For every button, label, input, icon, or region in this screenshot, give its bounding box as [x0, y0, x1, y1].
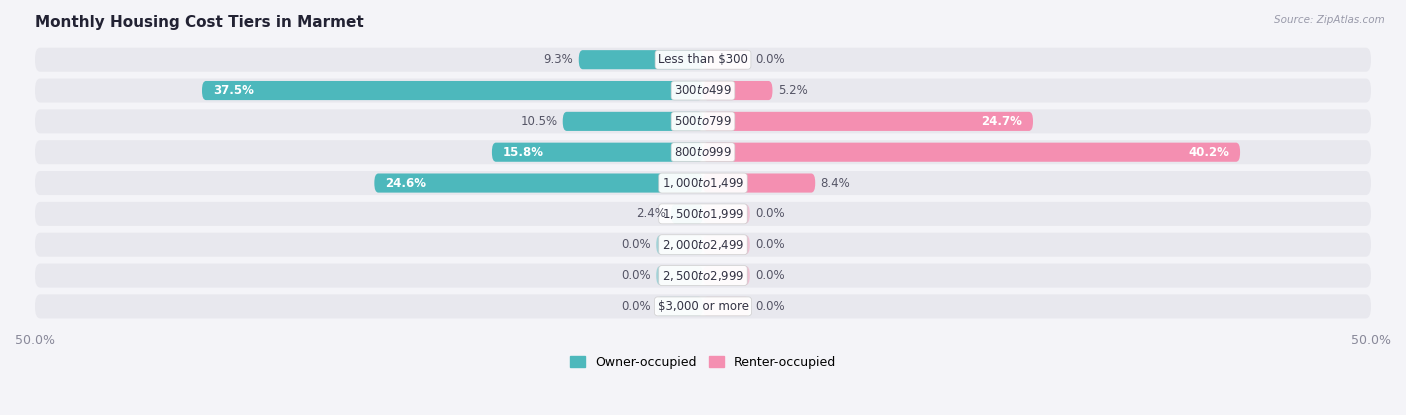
Text: $2,500 to $2,999: $2,500 to $2,999: [662, 269, 744, 283]
Text: $500 to $799: $500 to $799: [673, 115, 733, 128]
Text: 24.7%: 24.7%: [981, 115, 1022, 128]
Text: 0.0%: 0.0%: [755, 300, 785, 313]
Text: 0.0%: 0.0%: [755, 269, 785, 282]
FancyBboxPatch shape: [703, 112, 1033, 131]
Text: 10.5%: 10.5%: [520, 115, 557, 128]
FancyBboxPatch shape: [703, 235, 749, 254]
Text: 0.0%: 0.0%: [755, 53, 785, 66]
Text: $300 to $499: $300 to $499: [673, 84, 733, 97]
FancyBboxPatch shape: [657, 297, 703, 316]
Text: $1,500 to $1,999: $1,500 to $1,999: [662, 207, 744, 221]
FancyBboxPatch shape: [703, 297, 749, 316]
Text: 15.8%: 15.8%: [502, 146, 544, 159]
Text: $1,000 to $1,499: $1,000 to $1,499: [662, 176, 744, 190]
FancyBboxPatch shape: [35, 171, 1371, 195]
Text: 0.0%: 0.0%: [621, 300, 651, 313]
Text: Less than $300: Less than $300: [658, 53, 748, 66]
FancyBboxPatch shape: [703, 204, 749, 223]
FancyBboxPatch shape: [562, 112, 703, 131]
Text: Monthly Housing Cost Tiers in Marmet: Monthly Housing Cost Tiers in Marmet: [35, 15, 364, 30]
Text: 2.4%: 2.4%: [636, 208, 665, 220]
Text: 24.6%: 24.6%: [385, 176, 426, 190]
Text: 0.0%: 0.0%: [755, 208, 785, 220]
Text: 40.2%: 40.2%: [1188, 146, 1229, 159]
FancyBboxPatch shape: [35, 264, 1371, 288]
FancyBboxPatch shape: [671, 204, 703, 223]
FancyBboxPatch shape: [703, 81, 772, 100]
Text: 37.5%: 37.5%: [212, 84, 253, 97]
Text: 0.0%: 0.0%: [621, 238, 651, 251]
FancyBboxPatch shape: [202, 81, 703, 100]
Text: 8.4%: 8.4%: [821, 176, 851, 190]
FancyBboxPatch shape: [703, 143, 1240, 162]
FancyBboxPatch shape: [35, 78, 1371, 103]
Text: 5.2%: 5.2%: [778, 84, 807, 97]
Legend: Owner-occupied, Renter-occupied: Owner-occupied, Renter-occupied: [565, 351, 841, 374]
FancyBboxPatch shape: [657, 266, 703, 285]
FancyBboxPatch shape: [703, 50, 749, 69]
FancyBboxPatch shape: [703, 266, 749, 285]
FancyBboxPatch shape: [35, 109, 1371, 133]
FancyBboxPatch shape: [492, 143, 703, 162]
FancyBboxPatch shape: [579, 50, 703, 69]
FancyBboxPatch shape: [35, 202, 1371, 226]
Text: $800 to $999: $800 to $999: [673, 146, 733, 159]
FancyBboxPatch shape: [657, 235, 703, 254]
Text: 0.0%: 0.0%: [755, 238, 785, 251]
Text: $2,000 to $2,499: $2,000 to $2,499: [662, 238, 744, 252]
Text: 0.0%: 0.0%: [621, 269, 651, 282]
FancyBboxPatch shape: [703, 173, 815, 193]
Text: Source: ZipAtlas.com: Source: ZipAtlas.com: [1274, 15, 1385, 24]
Text: 9.3%: 9.3%: [544, 53, 574, 66]
FancyBboxPatch shape: [35, 294, 1371, 318]
FancyBboxPatch shape: [35, 140, 1371, 164]
Text: $3,000 or more: $3,000 or more: [658, 300, 748, 313]
FancyBboxPatch shape: [374, 173, 703, 193]
FancyBboxPatch shape: [35, 48, 1371, 72]
FancyBboxPatch shape: [35, 233, 1371, 257]
